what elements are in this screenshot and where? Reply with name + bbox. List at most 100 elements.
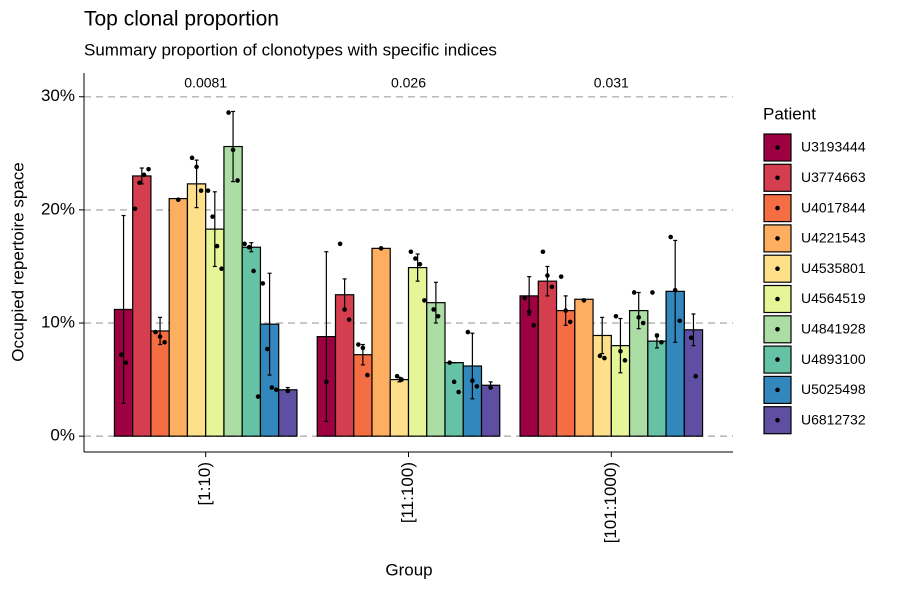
data-point <box>413 256 418 261</box>
error-bar <box>691 313 696 347</box>
legend-dot <box>775 327 780 332</box>
chart-title: Top clonal proportion <box>84 8 279 31</box>
bar <box>537 280 558 437</box>
bar <box>168 197 189 437</box>
data-point <box>613 313 619 319</box>
data-point <box>488 385 493 390</box>
x-tick-label: [1:10) <box>195 462 214 505</box>
legend-dot <box>775 266 780 272</box>
bar <box>223 145 243 437</box>
bar <box>353 354 373 437</box>
bar <box>150 330 170 437</box>
data-point <box>226 110 231 115</box>
data-point <box>597 353 603 359</box>
legend-label: U4893100 <box>801 351 866 367</box>
annotation: 0.026 <box>391 75 426 91</box>
data-point <box>198 188 204 193</box>
data-point <box>242 241 247 247</box>
data-point <box>540 249 546 255</box>
error-bar <box>636 291 641 330</box>
annotation: 0.0081 <box>184 75 227 91</box>
data-point <box>342 307 347 312</box>
bar <box>186 183 207 437</box>
legend-dot <box>775 175 780 181</box>
data-point <box>636 315 641 320</box>
error-bar <box>527 276 532 316</box>
data-point <box>618 349 623 354</box>
data-point <box>526 309 532 315</box>
bar <box>371 247 391 437</box>
data-point <box>567 319 573 325</box>
data-point <box>640 320 646 326</box>
error-bar <box>618 317 623 374</box>
legend-dot <box>775 417 780 423</box>
data-point <box>447 360 452 365</box>
legend-dot <box>775 296 780 302</box>
bar <box>389 378 410 437</box>
bar <box>480 384 501 437</box>
data-point <box>435 313 441 319</box>
error-bar <box>545 265 550 297</box>
data-point <box>365 372 370 378</box>
bar <box>444 362 464 437</box>
data-point <box>622 358 628 363</box>
data-point <box>470 378 475 384</box>
legend-dot <box>775 145 780 150</box>
bar <box>647 340 667 437</box>
annotation: 0.031 <box>594 75 629 91</box>
bar <box>519 295 539 437</box>
y-tick-label: 20% <box>41 199 75 218</box>
data-point <box>677 318 682 324</box>
legend-title: Patient <box>763 104 816 123</box>
data-point <box>659 339 664 345</box>
error-bar <box>600 316 605 355</box>
data-point <box>132 206 138 212</box>
data-point <box>693 373 699 379</box>
legend-label: U5025498 <box>801 381 866 397</box>
y-tick-label: 10% <box>41 313 75 332</box>
error-bar <box>470 332 475 400</box>
data-point <box>650 290 655 295</box>
legend-label: U4221543 <box>801 230 866 246</box>
data-point <box>394 373 400 379</box>
y-axis-title: Occupied repertoire space <box>8 162 27 361</box>
data-point <box>631 290 637 295</box>
data-point <box>688 335 694 341</box>
data-point <box>408 249 414 255</box>
error-bar <box>324 251 329 423</box>
data-point <box>157 334 163 339</box>
data-point <box>465 329 471 335</box>
data-point <box>251 268 256 274</box>
error-bar <box>212 191 217 268</box>
legend-dot <box>775 357 780 362</box>
data-point <box>285 388 291 394</box>
data-point <box>549 284 555 290</box>
legend-label: U3193444 <box>801 139 866 155</box>
bar <box>241 246 262 437</box>
data-point <box>153 329 158 335</box>
bar <box>278 389 298 437</box>
data-point <box>324 379 329 385</box>
data-point <box>356 342 361 347</box>
bar <box>574 298 594 437</box>
data-point <box>274 387 279 393</box>
data-point <box>123 360 129 365</box>
data-point <box>214 243 220 249</box>
legend-label: U6812732 <box>801 411 866 427</box>
data-point <box>137 180 142 186</box>
data-point <box>422 298 427 303</box>
bar <box>132 175 152 437</box>
data-point <box>654 333 660 338</box>
data-point <box>246 244 252 250</box>
legend-label: U4017844 <box>801 199 866 215</box>
data-point <box>146 166 151 172</box>
data-point <box>269 385 275 390</box>
bar <box>334 294 355 437</box>
data-point <box>360 345 366 351</box>
data-point <box>189 155 195 161</box>
data-point <box>260 281 266 286</box>
y-tick-label: 0% <box>50 426 75 445</box>
data-point <box>431 307 436 312</box>
data-point <box>672 287 678 293</box>
data-point <box>668 234 673 240</box>
